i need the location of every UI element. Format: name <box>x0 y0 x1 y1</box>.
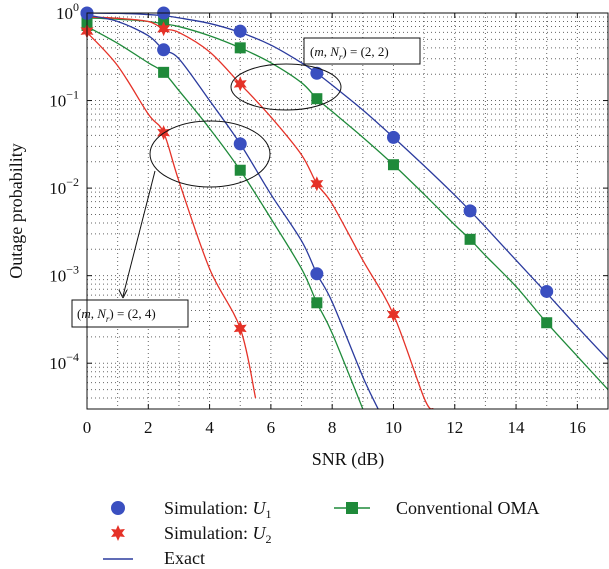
annotation-2-4: (m, Nr) = (2, 4) <box>71 120 271 328</box>
legend-item-u2: Simulation: U2 <box>111 523 272 546</box>
marker-u2 <box>310 176 324 192</box>
marker-u2 <box>233 76 247 92</box>
x-tick-label: 8 <box>328 418 337 437</box>
x-tick-label: 14 <box>508 418 526 437</box>
legend-item-oma: Conventional OMA <box>334 498 540 518</box>
marker-u1 <box>540 284 554 298</box>
marker-oma <box>234 42 246 54</box>
marker-u1 <box>463 204 477 218</box>
annotation-2-4-label: (m, Nr) = (2, 4) <box>77 306 156 324</box>
x-tick-label: 10 <box>385 418 402 437</box>
x-tick-label: 2 <box>144 418 153 437</box>
annotation-2-4-ellipse <box>149 120 271 188</box>
annotation-2-2-label: (m, Nr) = (2, 2) <box>310 44 389 62</box>
legend-oma-marker <box>346 502 358 514</box>
legend-oma-label: Conventional OMA <box>396 498 540 518</box>
x-tick-label: 6 <box>267 418 276 437</box>
annotation-2-4-arrow <box>122 170 156 297</box>
x-axis-title: SNR (dB) <box>312 449 385 470</box>
marker-u2 <box>157 21 171 37</box>
legend-u1-marker <box>111 501 125 515</box>
marker-u1 <box>233 137 247 151</box>
series-line-24-oma <box>87 25 364 409</box>
x-tick-label: 12 <box>446 418 463 437</box>
marker-u1 <box>310 66 324 80</box>
marker-u2 <box>233 320 247 336</box>
y-tick-label: 10−4 <box>49 350 79 373</box>
x-axis-ticks: 0 2 4 6 8 10 12 14 16 <box>83 13 586 437</box>
series-line-24-u1 <box>87 14 379 409</box>
marker-oma <box>311 297 323 309</box>
y-tick-label: 100 <box>56 0 79 23</box>
y-tick-label: 10−3 <box>49 263 79 286</box>
marker-u1 <box>310 267 324 281</box>
y-tick-label: 10−2 <box>49 175 79 198</box>
series-line-24-u2 <box>87 31 257 399</box>
x-tick-label: 16 <box>569 418 586 437</box>
x-tick-label: 0 <box>83 418 92 437</box>
marker-u1 <box>157 43 171 57</box>
legend-item-u1: Simulation: U1 <box>111 498 272 521</box>
marker-oma <box>158 66 170 78</box>
legend: Simulation: U1 Simulation: U2 Exact Conv… <box>103 498 540 568</box>
legend-u2-marker <box>111 525 125 541</box>
y-tick-label: 10−1 <box>49 88 79 111</box>
annotation-2-4-arrowhead <box>118 289 128 299</box>
marker-oma <box>311 93 323 105</box>
series-line-22-u2 <box>87 16 434 409</box>
plot-frame <box>86 12 609 410</box>
marker-u1 <box>386 130 400 144</box>
marker-u2 <box>386 307 400 323</box>
legend-u1-label: Simulation: U1 <box>164 498 272 521</box>
legend-u2-label: Simulation: U2 <box>164 523 272 546</box>
legend-item-exact: Exact <box>103 548 205 568</box>
marker-oma <box>234 164 246 176</box>
annotation-2-2-box <box>303 37 421 65</box>
x-tick-label: 4 <box>205 418 214 437</box>
marker-oma <box>541 317 553 329</box>
marker-u1 <box>233 24 247 38</box>
annotation-2-2-ellipse <box>230 63 342 111</box>
y-axis-ticks: 100 10−1 10−2 10−3 10−4 <box>49 0 608 373</box>
legend-exact-label: Exact <box>164 548 205 568</box>
marker-oma <box>464 233 476 245</box>
y-axis-title: Outage probability <box>6 143 26 278</box>
annotation-2-2: (m, Nr) = (2, 2) <box>230 37 421 111</box>
marker-oma <box>387 159 399 171</box>
annotation-2-4-box <box>71 299 189 328</box>
